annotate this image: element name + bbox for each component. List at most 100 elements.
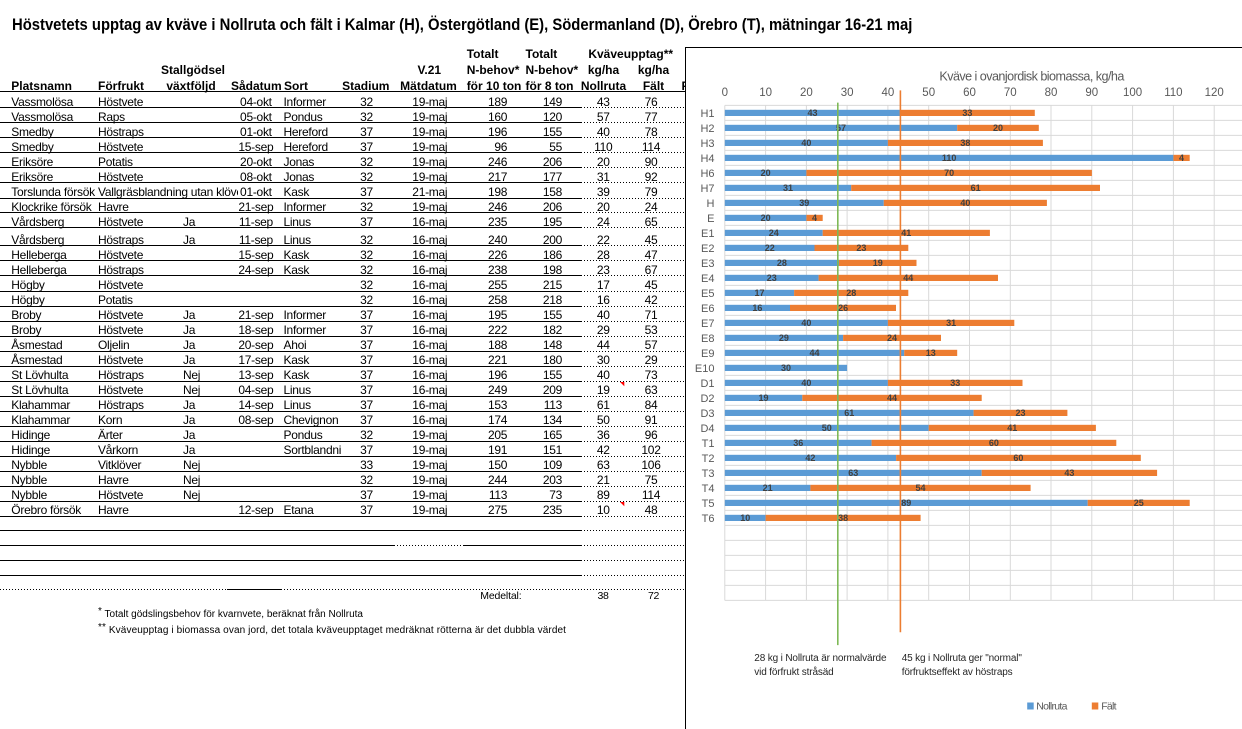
svg-text:63: 63 (848, 468, 858, 478)
svg-text:36: 36 (793, 438, 803, 448)
svg-text:19: 19 (873, 258, 883, 268)
svg-text:E5: E5 (701, 288, 714, 300)
svg-text:Fält: Fält (1101, 701, 1116, 713)
svg-text:T2: T2 (702, 453, 715, 465)
svg-text:80: 80 (1045, 87, 1058, 99)
svg-text:H3: H3 (700, 138, 714, 150)
svg-text:42: 42 (805, 453, 815, 463)
svg-text:26: 26 (838, 303, 848, 313)
svg-text:31: 31 (783, 183, 793, 193)
svg-text:H: H (707, 198, 715, 210)
svg-text:4: 4 (1179, 153, 1184, 163)
svg-text:60: 60 (1013, 453, 1023, 463)
svg-text:22: 22 (765, 243, 775, 253)
svg-text:H4: H4 (700, 153, 714, 165)
svg-text:41: 41 (1007, 423, 1017, 433)
svg-text:44: 44 (903, 273, 913, 283)
svg-text:E6: E6 (701, 303, 714, 315)
svg-text:21: 21 (763, 483, 773, 493)
svg-text:Kväve i ovanjordisk biomassa,: Kväve i ovanjordisk biomassa, kg/ha (939, 70, 1124, 84)
svg-text:43: 43 (1064, 468, 1074, 478)
svg-text:28 kg i Nollruta är normalvärd: 28 kg i Nollruta är normalvärde (754, 653, 887, 664)
svg-text:44: 44 (809, 348, 819, 358)
svg-text:H6: H6 (700, 168, 714, 180)
svg-text:D4: D4 (700, 423, 714, 435)
svg-text:H2: H2 (700, 123, 714, 135)
svg-text:50: 50 (922, 87, 935, 99)
svg-text:13: 13 (926, 348, 936, 358)
svg-text:29: 29 (779, 333, 789, 343)
svg-text:23: 23 (856, 243, 866, 253)
svg-text:38: 38 (838, 513, 848, 523)
svg-text:43: 43 (807, 108, 817, 118)
svg-text:61: 61 (844, 408, 854, 418)
svg-text:40: 40 (960, 198, 970, 208)
svg-text:D1: D1 (700, 378, 714, 390)
svg-text:40: 40 (882, 87, 895, 99)
svg-text:24: 24 (769, 228, 779, 238)
svg-text:19: 19 (758, 393, 768, 403)
svg-text:E8: E8 (701, 333, 714, 345)
svg-text:120: 120 (1205, 87, 1224, 99)
svg-text:45 kg i Nollruta ger "normal": 45 kg i Nollruta ger "normal" (902, 653, 1023, 664)
svg-text:E3: E3 (701, 258, 714, 270)
svg-text:41: 41 (901, 228, 911, 238)
svg-text:54: 54 (915, 483, 925, 493)
svg-text:24: 24 (887, 333, 897, 343)
svg-text:T1: T1 (702, 438, 715, 450)
svg-text:57: 57 (836, 123, 846, 133)
svg-text:D3: D3 (700, 408, 714, 420)
svg-text:E1: E1 (701, 228, 714, 240)
svg-text:61: 61 (971, 183, 981, 193)
svg-text:vid förfrukt stråsäd: vid förfrukt stråsäd (754, 666, 833, 678)
svg-text:E10: E10 (695, 363, 715, 375)
svg-text:23: 23 (1015, 408, 1025, 418)
svg-text:T6: T6 (702, 513, 715, 525)
svg-text:0: 0 (722, 87, 728, 99)
svg-text:20: 20 (761, 168, 771, 178)
svg-text:90: 90 (1085, 87, 1098, 99)
svg-text:23: 23 (767, 273, 777, 283)
svg-text:25: 25 (1134, 498, 1144, 508)
svg-text:70: 70 (1004, 87, 1017, 99)
svg-text:10: 10 (740, 513, 750, 523)
svg-text:70: 70 (944, 168, 954, 178)
svg-text:60: 60 (989, 438, 999, 448)
svg-text:E: E (707, 213, 714, 225)
svg-text:60: 60 (963, 87, 976, 99)
svg-text:33: 33 (950, 378, 960, 388)
svg-text:20: 20 (993, 123, 1003, 133)
svg-text:förfruktseffekt av höstraps: förfruktseffekt av höstraps (902, 667, 1013, 678)
svg-text:44: 44 (887, 393, 897, 403)
svg-text:33: 33 (962, 108, 972, 118)
svg-text:39: 39 (799, 198, 809, 208)
svg-text:31: 31 (946, 318, 956, 328)
svg-text:10: 10 (759, 87, 772, 99)
svg-text:T5: T5 (702, 498, 715, 510)
svg-text:110: 110 (942, 153, 957, 163)
svg-text:17: 17 (754, 288, 764, 298)
svg-text:4: 4 (812, 213, 817, 223)
svg-text:28: 28 (846, 288, 856, 298)
svg-text:89: 89 (901, 498, 911, 508)
svg-text:E4: E4 (701, 273, 714, 285)
svg-text:H7: H7 (700, 183, 714, 195)
svg-text:38: 38 (960, 138, 970, 148)
svg-text:40: 40 (801, 318, 811, 328)
svg-text:30: 30 (781, 363, 791, 373)
svg-text:T3: T3 (702, 468, 715, 480)
svg-text:D2: D2 (700, 393, 714, 405)
svg-text:Nollruta: Nollruta (1036, 701, 1067, 713)
svg-text:40: 40 (801, 378, 811, 388)
svg-text:20: 20 (761, 213, 771, 223)
svg-text:50: 50 (822, 423, 832, 433)
svg-text:T4: T4 (702, 483, 715, 495)
svg-text:E9: E9 (701, 348, 714, 360)
svg-text:20: 20 (800, 87, 813, 99)
svg-text:30: 30 (841, 87, 854, 99)
svg-text:110: 110 (1164, 87, 1182, 99)
svg-text:E2: E2 (701, 243, 714, 255)
svg-text:16: 16 (752, 303, 762, 313)
svg-text:E7: E7 (701, 318, 714, 330)
svg-text:28: 28 (777, 258, 787, 268)
